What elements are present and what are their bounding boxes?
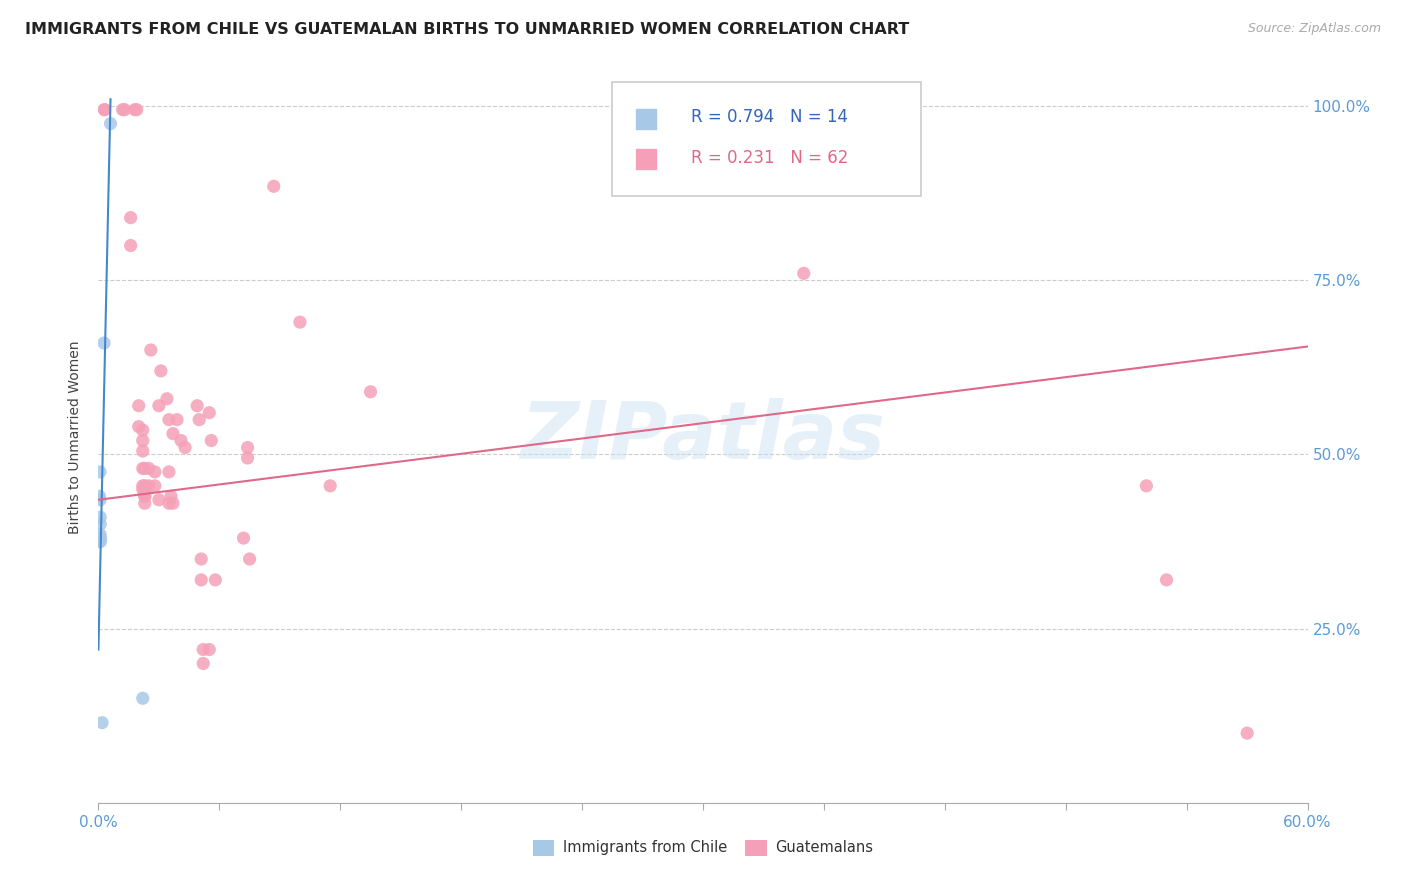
Point xyxy=(89,489,111,503)
Point xyxy=(149,364,172,378)
Point xyxy=(89,492,111,507)
Legend: Immigrants from Chile, Guatemalans: Immigrants from Chile, Guatemalans xyxy=(527,834,879,862)
Point xyxy=(1135,479,1157,493)
Point xyxy=(143,479,166,493)
Point xyxy=(134,479,156,493)
Point xyxy=(120,211,142,225)
Point xyxy=(93,103,115,117)
Point xyxy=(232,531,254,545)
Point xyxy=(132,461,155,475)
Point xyxy=(128,419,150,434)
Point xyxy=(236,441,259,455)
Point xyxy=(134,489,156,503)
Point xyxy=(186,399,208,413)
Point xyxy=(138,479,160,493)
Point xyxy=(89,517,111,532)
Point xyxy=(190,552,212,566)
Point xyxy=(160,489,183,503)
Point xyxy=(319,479,342,493)
Point xyxy=(157,465,180,479)
Point xyxy=(157,496,180,510)
Text: ZIPatlas: ZIPatlas xyxy=(520,398,886,476)
Point xyxy=(198,642,221,657)
Point xyxy=(132,423,155,437)
Point xyxy=(114,103,136,117)
Point xyxy=(148,399,170,413)
Point xyxy=(93,336,115,351)
Point xyxy=(134,496,156,510)
Point xyxy=(124,103,146,117)
Point xyxy=(89,534,111,549)
Point xyxy=(143,465,166,479)
Point xyxy=(170,434,193,448)
Point xyxy=(174,441,197,455)
Point xyxy=(138,461,160,475)
Point xyxy=(360,384,382,399)
Point xyxy=(132,479,155,493)
Point xyxy=(166,412,188,426)
Point xyxy=(162,426,184,441)
Point xyxy=(1156,573,1178,587)
Point xyxy=(89,531,111,545)
Point xyxy=(288,315,311,329)
Point xyxy=(125,103,148,117)
Point xyxy=(128,399,150,413)
Point xyxy=(134,489,156,503)
FancyBboxPatch shape xyxy=(613,82,921,195)
Point xyxy=(87,534,110,549)
Point xyxy=(89,465,111,479)
Point xyxy=(91,715,114,730)
Point xyxy=(190,573,212,587)
Text: Source: ZipAtlas.com: Source: ZipAtlas.com xyxy=(1247,22,1381,36)
Point xyxy=(89,527,111,541)
Point xyxy=(793,266,815,280)
Point xyxy=(111,103,134,117)
Point xyxy=(93,103,115,117)
Point xyxy=(87,531,110,545)
Point xyxy=(236,450,259,465)
Point xyxy=(239,552,262,566)
Point xyxy=(132,483,155,497)
Point xyxy=(162,496,184,510)
Point xyxy=(100,117,122,131)
Point xyxy=(132,691,155,706)
Text: IMMIGRANTS FROM CHILE VS GUATEMALAN BIRTHS TO UNMARRIED WOMEN CORRELATION CHART: IMMIGRANTS FROM CHILE VS GUATEMALAN BIRT… xyxy=(25,22,910,37)
Point xyxy=(263,179,285,194)
Point xyxy=(188,412,211,426)
Point xyxy=(134,461,156,475)
Y-axis label: Births to Unmarried Women: Births to Unmarried Women xyxy=(69,341,83,533)
Point xyxy=(198,406,221,420)
Text: R = 0.794   N = 14: R = 0.794 N = 14 xyxy=(690,109,848,127)
Point xyxy=(132,434,155,448)
Point xyxy=(148,492,170,507)
Point xyxy=(200,434,222,448)
Point xyxy=(204,573,226,587)
Point xyxy=(1236,726,1258,740)
Text: R = 0.231   N = 62: R = 0.231 N = 62 xyxy=(690,149,848,167)
Point xyxy=(193,642,215,657)
Point xyxy=(156,392,179,406)
Point xyxy=(193,657,215,671)
Point xyxy=(89,510,111,524)
Point xyxy=(157,412,180,426)
Point xyxy=(120,238,142,252)
Point xyxy=(132,444,155,458)
Point xyxy=(134,485,156,500)
Point xyxy=(139,343,162,357)
